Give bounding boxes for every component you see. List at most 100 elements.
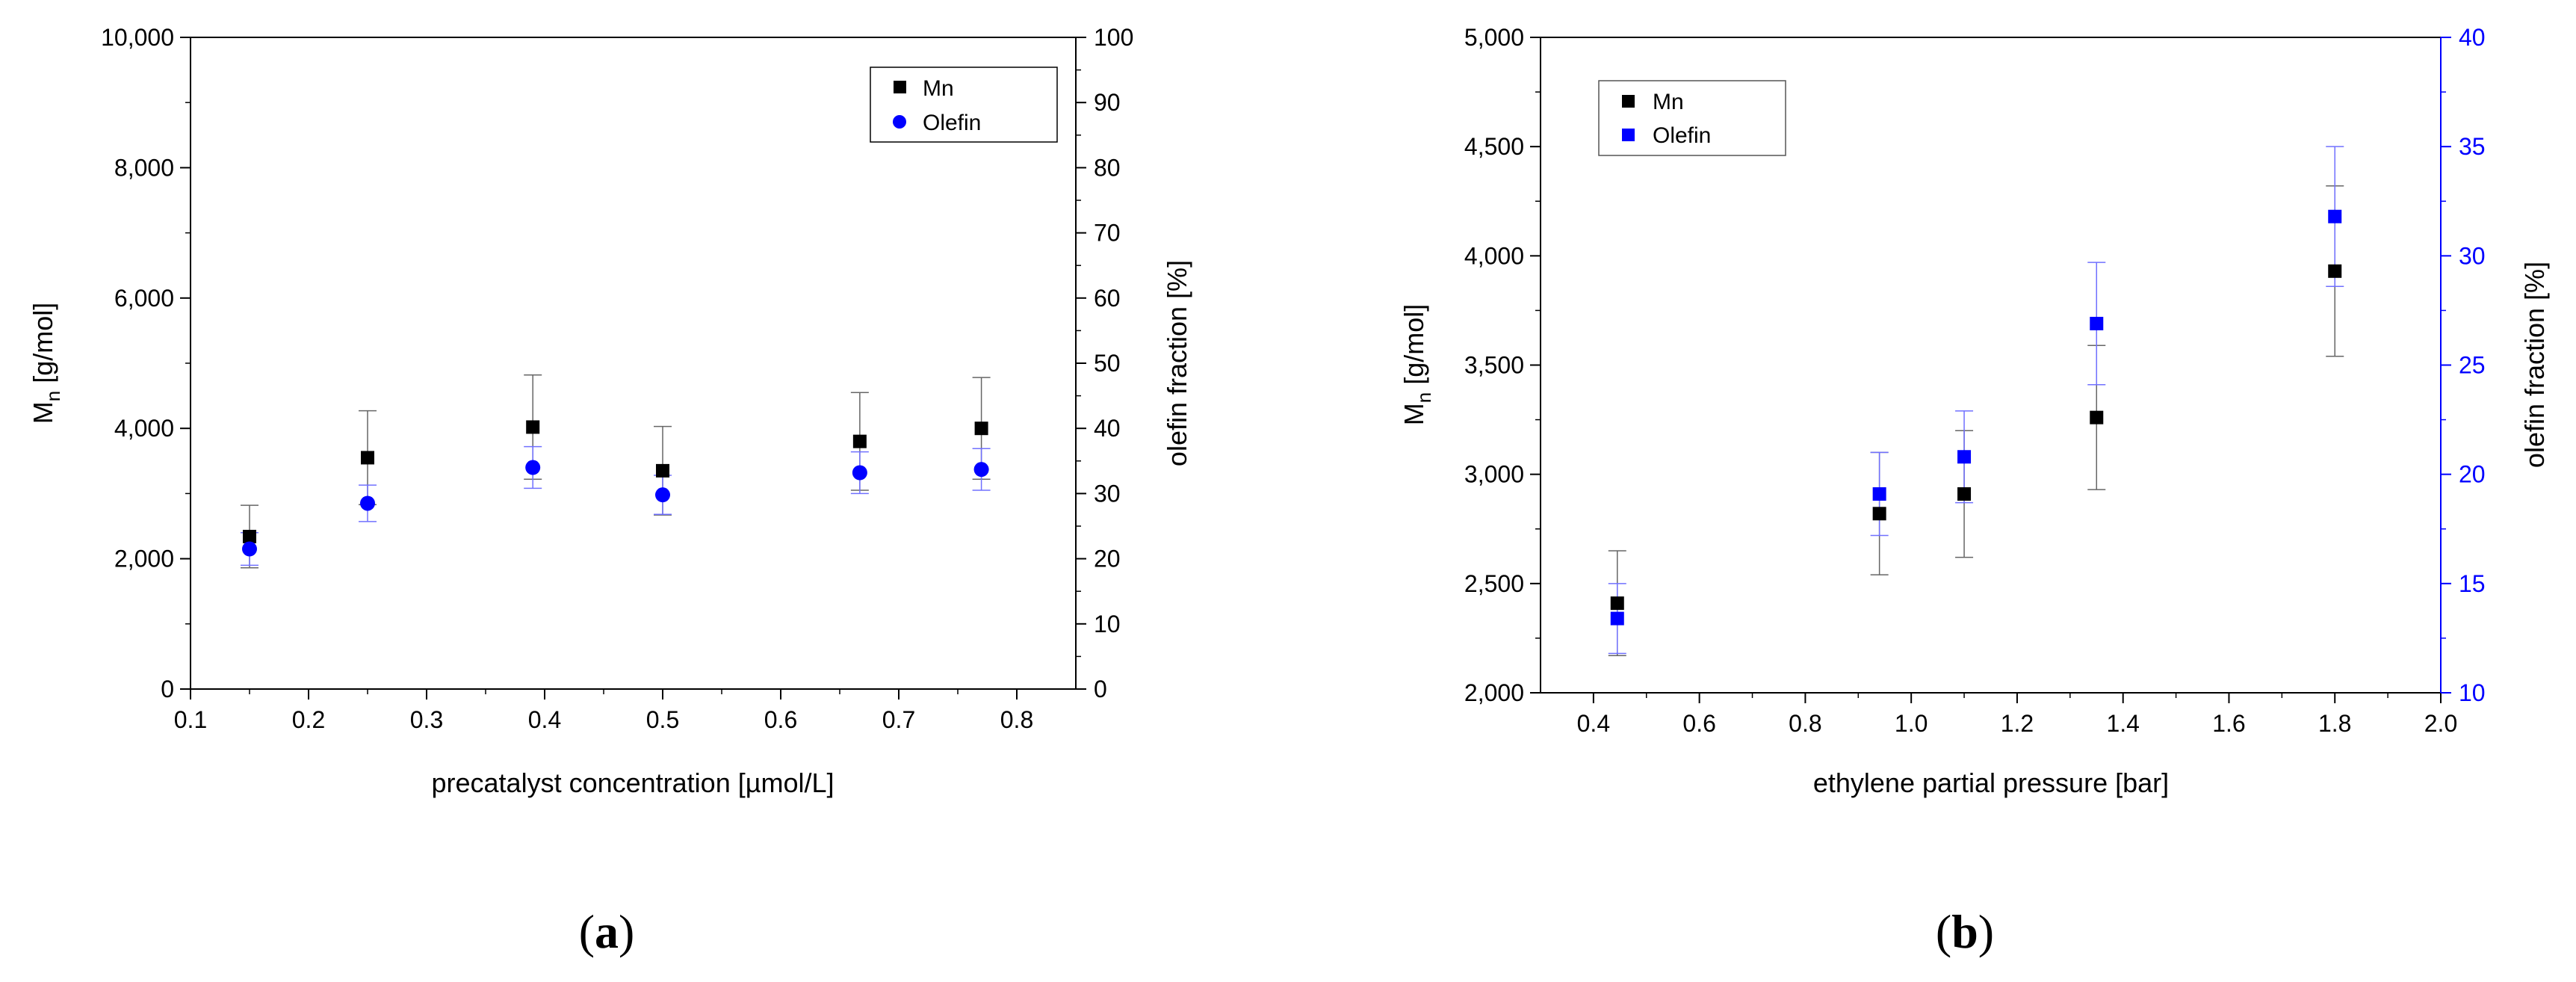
panel-b-legend: Mn Olefin	[1598, 80, 1786, 156]
panel-b-y-title-main: M	[1399, 403, 1429, 425]
panel-a-x-tick-label: 0.8	[1000, 706, 1033, 733]
panel-b-y2-tick-label: 35	[2459, 133, 2486, 160]
panel-a-x-tick-label: 0.7	[882, 706, 915, 733]
panel-a-y2-tick-label: 70	[1094, 220, 1121, 247]
panel-a-y2-tick-label: 50	[1094, 350, 1121, 377]
panel-b-x-tick-label: 0.6	[1682, 710, 1715, 737]
panel-b-x-tick-label: 0.4	[1577, 710, 1610, 737]
panel-b-y-tick-label: 3,000	[1464, 461, 1524, 488]
panel-a-y-title-subscript: n	[42, 391, 64, 401]
panel-b-y2-tick-label: 25	[2459, 352, 2486, 379]
panel-a-y2-tick-label: 30	[1094, 480, 1121, 507]
panel-a-legend-olefin-label: Olefin	[923, 111, 981, 135]
panel-b-y2-axis-title: olefin fraction [%]	[2519, 262, 2550, 468]
panel-a-y2-tick-label: 60	[1094, 285, 1121, 312]
panel-a-y-tick-label: 8,000	[114, 154, 174, 181]
panel-b-y-ticks: 2,000 2,500 3,000 3,500 4,000 4,500 5,000	[1464, 24, 1541, 706]
panel-b-x-tick-label: 1.4	[2106, 710, 2139, 737]
panel-b: 0.4 0.6 0.8 1.0 1.2 1.4 1.6 1.8 2.0 2,000 2,500 3,…	[1399, 24, 2550, 958]
panel-a-mn-point	[526, 420, 540, 434]
panel-a-y2-tick-label: 10	[1094, 611, 1121, 637]
panel-b-x-tick-label: 0.8	[1789, 710, 1821, 737]
panel-b-olefin-point	[1957, 450, 1972, 464]
panel-a-x-axis-title: precatalyst concentration [µmol/L]	[432, 768, 835, 798]
panel-b-caption-letter: b	[1951, 905, 1978, 958]
panel-a-olefin-point	[852, 465, 867, 481]
panel-b-legend-mn-marker	[1622, 95, 1635, 108]
panel-b-x-tick-label: 1.6	[2212, 710, 2245, 737]
panel-b-olefin-point	[1610, 611, 1624, 626]
panel-a-y2-tick-label: 80	[1094, 154, 1121, 181]
panel-b-y-tick-label: 5,000	[1464, 24, 1524, 51]
panel-b-y-title-subscript: n	[1413, 392, 1435, 403]
panel-a-legend-mn-marker	[894, 81, 906, 93]
panel-b-y-title-rest: [g/mol]	[1399, 304, 1429, 392]
panel-a-x-tick-label: 0.1	[174, 706, 207, 733]
panel-a-y-tick-label: 10,000	[101, 24, 174, 51]
panel-a-legend-box	[870, 67, 1058, 143]
panel-a-y-title-rest: [g/mol]	[28, 303, 58, 391]
panel-b-legend-olefin-marker	[1622, 129, 1635, 141]
panel-a-x-tick-label: 0.4	[528, 706, 561, 733]
panel-b-y2-tick-label: 10	[2459, 679, 2486, 706]
panel-a-y2-ticks: 0 10 20 30 40 50 60 70 80 90 100	[1076, 24, 1133, 702]
panel-b-y-tick-label: 4,500	[1464, 133, 1524, 160]
panel-a: 0.1 0.2 0.3 0.4 0.5 0.6 0.7 0.8 0 2,000 4,000 6,00…	[28, 24, 1192, 958]
panel-a-olefin-point	[525, 460, 541, 475]
panel-a-y-tick-label: 6,000	[114, 285, 174, 312]
panel-a-legend: Mn Olefin	[870, 67, 1058, 143]
panel-a-y2-axis-title: olefin fraction [%]	[1162, 260, 1192, 466]
panel-a-x-ticks: 0.1 0.2 0.3 0.4 0.5 0.6 0.7 0.8	[174, 689, 1033, 733]
panel-b-x-tick-label: 2.0	[2424, 710, 2457, 737]
panel-b-y-tick-label: 2,500	[1464, 570, 1524, 597]
panel-a-x-tick-label: 0.6	[764, 706, 797, 733]
panel-a-y-ticks: 0 2,000 4,000 6,000 8,000 10,000	[101, 24, 191, 702]
panel-a-y2-tick-label: 40	[1094, 415, 1121, 442]
panel-a-caption: (a)	[579, 905, 635, 958]
panel-b-olefin-point	[1872, 487, 1886, 501]
panel-b-y2-tick-label: 40	[2459, 24, 2486, 51]
panel-a-y-title-main: M	[28, 401, 58, 424]
panel-a-olefin-point	[360, 495, 375, 511]
panel-a-caption-letter: a	[595, 905, 619, 958]
panel-b-mn-point	[2328, 264, 2342, 278]
panel-a-y2-tick-label: 90	[1094, 89, 1121, 116]
panel-a-mn-point	[243, 529, 256, 543]
panel-a-y-tick-label: 2,000	[114, 546, 174, 572]
panel-a-mn-point	[852, 434, 867, 448]
panel-b-mn-point	[2090, 410, 2104, 424]
panel-b-mn-point	[1872, 507, 1886, 521]
panel-b-data-marks	[1608, 146, 2344, 657]
panel-a-y-axis-title: Mn [g/mol]	[28, 303, 64, 424]
panel-b-mn-point	[1610, 596, 1624, 611]
panel-b-x-tick-label: 1.8	[2318, 710, 2351, 737]
panel-b-y2-tick-label: 30	[2459, 242, 2486, 269]
panel-a-y-tick-label: 4,000	[114, 415, 174, 442]
panel-a-legend-mn-label: Mn	[923, 76, 954, 101]
panel-a-x-tick-label: 0.3	[410, 706, 443, 733]
panel-a-x-tick-label: 0.2	[292, 706, 325, 733]
panel-a-mn-point	[974, 421, 988, 436]
panel-b-x-tick-label: 1.2	[2001, 710, 2034, 737]
panel-b-legend-mn-label: Mn	[1653, 90, 1684, 114]
panel-a-x-tick-label: 0.5	[646, 706, 679, 733]
panel-a-olefin-point	[973, 462, 989, 478]
panel-a-legend-olefin-marker	[893, 115, 906, 129]
panel-b-x-axis-title: ethylene partial pressure [bar]	[1813, 768, 2169, 798]
panel-a-olefin-point	[655, 487, 670, 503]
panel-b-legend-box	[1598, 80, 1786, 156]
panel-a-y-tick-label: 0	[161, 676, 174, 702]
panel-b-y-axis-title: Mn [g/mol]	[1399, 304, 1435, 426]
panel-b-legend-olefin-label: Olefin	[1653, 123, 1711, 148]
panel-b-olefin-point	[2090, 316, 2104, 330]
panel-b-y2-tick-label: 20	[2459, 461, 2486, 488]
panel-b-y-tick-label: 4,000	[1464, 242, 1524, 269]
panel-a-mn-point	[361, 451, 374, 465]
panel-a-mn-point	[656, 463, 669, 478]
panel-b-y2-tick-label: 15	[2459, 570, 2486, 597]
panel-b-mn-point	[1957, 487, 1972, 501]
panel-a-y2-tick-label: 20	[1094, 546, 1121, 572]
panel-b-y-tick-label: 2,000	[1464, 679, 1524, 706]
panel-b-caption: (b)	[1936, 905, 1994, 958]
